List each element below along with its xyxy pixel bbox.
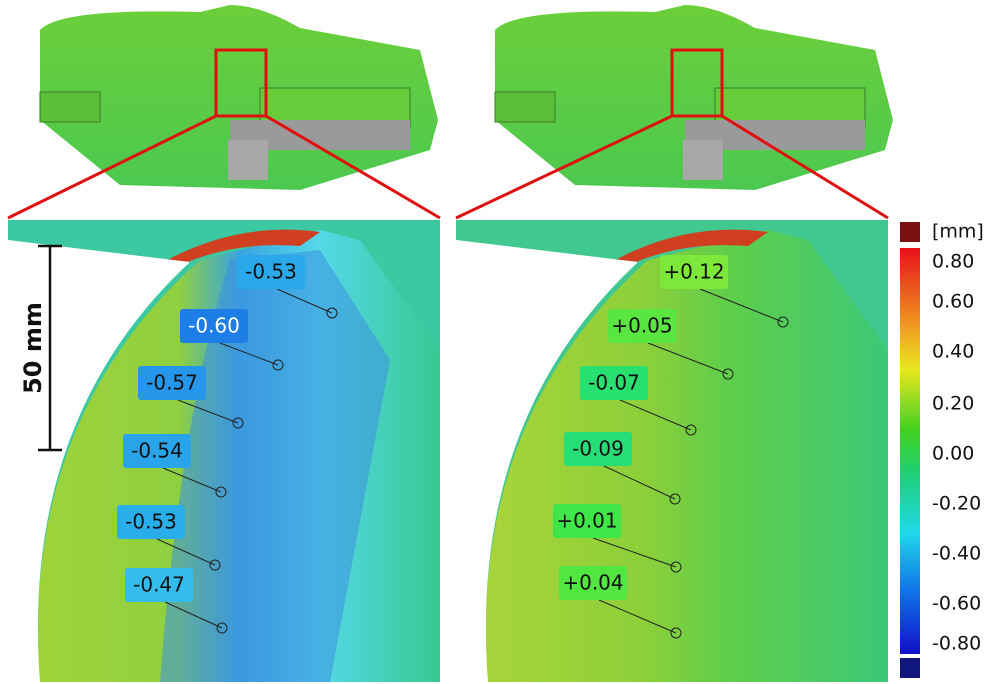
deviation-label: +0.05 (611, 314, 672, 338)
color-scale-over (900, 222, 920, 242)
deviation-label: -0.07 (588, 371, 640, 395)
deviation-label: -0.60 (188, 314, 240, 338)
panel-left (8, 220, 440, 682)
deviation-label: -0.47 (133, 573, 185, 597)
tick-label: 0.20 (932, 393, 974, 415)
tick-label: 0.80 (932, 251, 974, 273)
tick-label: 0.40 (932, 341, 974, 363)
color-scale-ticks: 0.80 0.60 0.40 0.20 0.00 -0.20 -0.40 -0.60 -0.80 (932, 251, 981, 655)
figure: 50 mm [mm] 0.80 0.60 0.40 0.20 0.00 -0.20 -0.4… (0, 0, 992, 684)
tick-label: 0.00 (932, 443, 974, 465)
panel-right (456, 220, 888, 682)
color-scale-under (900, 658, 920, 678)
deviation-label: -0.53 (245, 260, 297, 284)
color-scale-unit: [mm] (932, 221, 984, 243)
tick-label: -0.80 (932, 633, 981, 655)
deviation-label: -0.09 (572, 437, 624, 461)
page: {"left_panel": {"labels": ["-0.53", "-0.… (0, 0, 992, 684)
tick-label: -0.20 (932, 493, 981, 515)
color-scale (900, 248, 920, 654)
tick-label: 0.60 (932, 291, 974, 313)
thumbnail-left (40, 5, 438, 190)
deviation-label: -0.54 (131, 439, 183, 463)
scale-bar-label: 50 mm (19, 302, 47, 394)
deviation-label: -0.53 (125, 510, 177, 534)
tick-label: -0.40 (932, 543, 981, 565)
deviation-label: +0.01 (556, 509, 617, 533)
deviation-label: -0.57 (146, 371, 198, 395)
thumbnail-right (495, 5, 893, 190)
deviation-label: +0.04 (562, 571, 623, 595)
deviation-label: +0.12 (663, 260, 724, 284)
tick-label: -0.60 (932, 593, 981, 615)
